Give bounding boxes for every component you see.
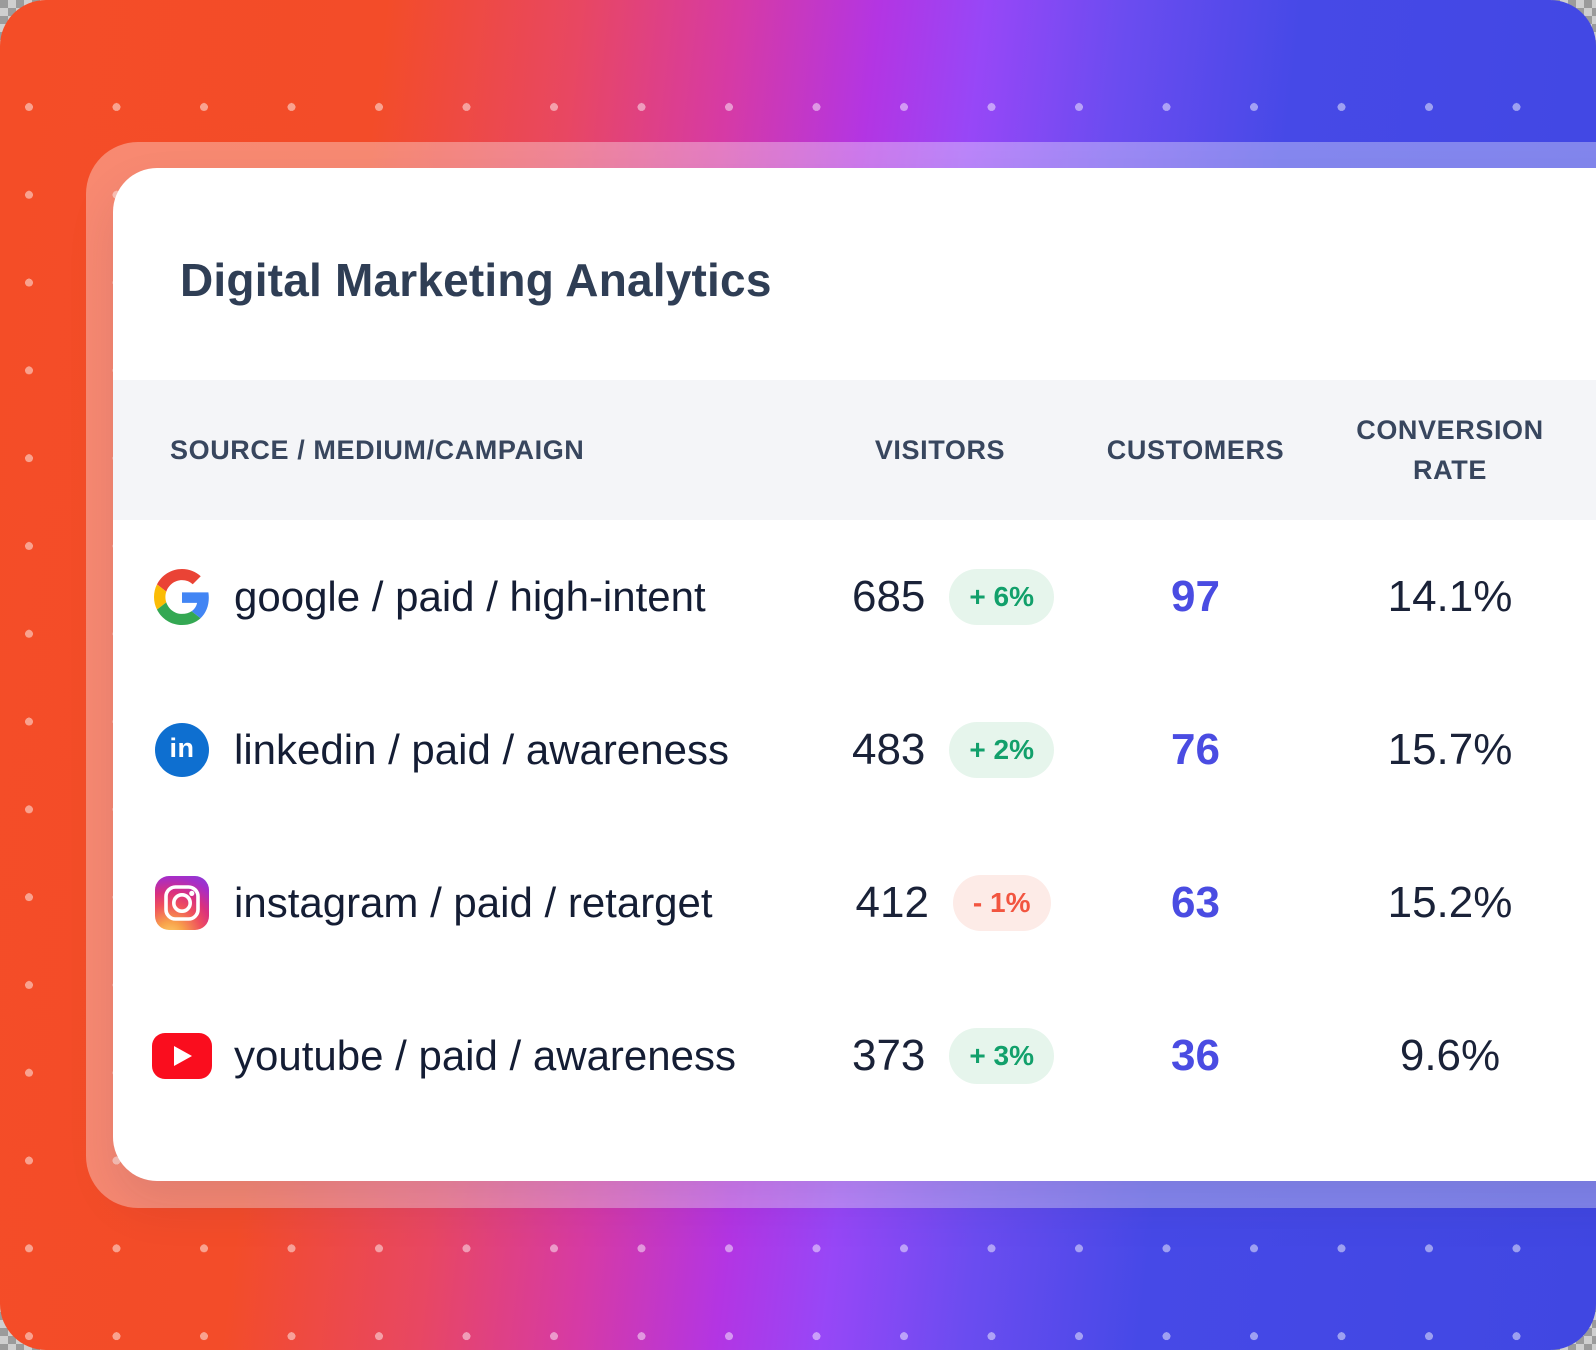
source-cell: instagram / paid / retarget (155, 873, 812, 933)
conversion-rate-value: 14.1% (1387, 571, 1513, 621)
visitors-cell: 373 + 3% (812, 1027, 1068, 1084)
change-badge: + 3% (949, 1027, 1055, 1084)
table-row: google / paid / high-intent 685 + 6% 97 14.1… (113, 520, 1596, 673)
table-row: youtube / paid / awareness 373 + 3% 36 9.6% (113, 979, 1596, 1132)
source-label: linkedin / paid / awareness (234, 725, 729, 773)
visitors-value: 685 (851, 571, 926, 621)
table-row: in linkedin / paid / awareness 483 + 2% 76 15… (113, 673, 1596, 826)
change-badge: - 1% (952, 874, 1051, 931)
customers-value: 63 (1171, 877, 1220, 927)
source-cell: in linkedin / paid / awareness (155, 720, 812, 780)
analytics-card: Digital Marketing Analytics SOURCE / MED… (113, 168, 1596, 1181)
visitors-cell: 483 + 2% (812, 721, 1068, 778)
conversion-rate-value: 15.7% (1387, 724, 1513, 774)
youtube-icon (152, 1026, 212, 1086)
source-label: youtube / paid / awareness (234, 1031, 736, 1079)
instagram-icon (152, 873, 212, 933)
conversion-rate-value: 15.2% (1387, 877, 1513, 927)
column-header-source: SOURCE / MEDIUM/CAMPAIGN (170, 434, 585, 465)
source-label: google / paid / high-intent (234, 572, 706, 620)
visitors-value: 373 (851, 1030, 926, 1080)
visitors-cell: 412 - 1% (812, 874, 1068, 931)
column-header-customers: CUSTOMERS (1106, 434, 1285, 465)
table-body: google / paid / high-intent 685 + 6% 97 14.1… (113, 520, 1596, 1132)
source-cell: youtube / paid / awareness (152, 1026, 812, 1086)
change-badge: + 6% (949, 568, 1055, 625)
conversion-rate-value: 9.6% (1399, 1030, 1501, 1080)
visitors-cell: 685 + 6% (812, 568, 1068, 625)
customers-value: 76 (1171, 724, 1220, 774)
linkedin-icon: in (152, 720, 212, 780)
visitors-value: 412 (855, 877, 929, 927)
source-label: instagram / paid / retarget (234, 878, 713, 926)
column-header-conversion-rate: CONVERSION RATE (1356, 414, 1544, 486)
source-cell: google / paid / high-intent (154, 567, 812, 627)
customers-value: 36 (1171, 1030, 1220, 1080)
page-title: Digital Marketing Analytics (180, 254, 772, 306)
customers-value: 97 (1171, 571, 1220, 621)
change-badge: + 2% (949, 721, 1055, 778)
google-icon (152, 567, 212, 627)
table-header-row: SOURCE / MEDIUM/CAMPAIGN VISITORS CUSTOMER… (113, 380, 1596, 520)
table-row: instagram / paid / retarget 412 - 1% 63 15.2… (113, 826, 1596, 979)
visitors-value: 483 (851, 724, 926, 774)
column-header-visitors: VISITORS (874, 434, 1006, 465)
